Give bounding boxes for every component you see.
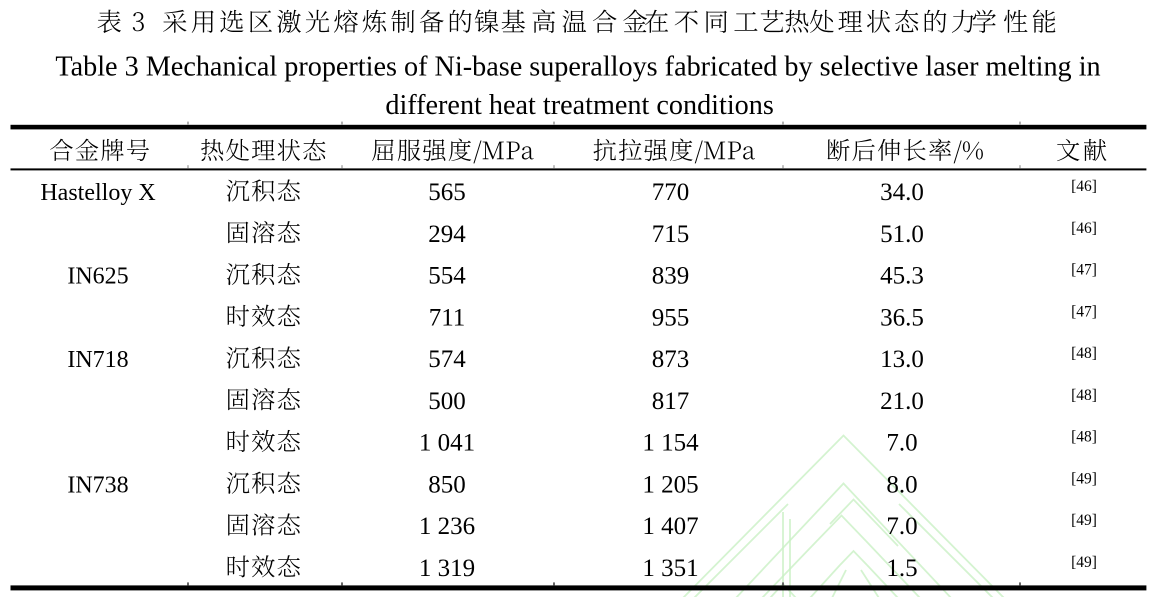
svg-text:500: 500 [428, 388, 466, 415]
svg-text:554: 554 [428, 263, 466, 290]
svg-text:Table 3 Mechanical properties: Table 3 Mechanical properties of Ni-base… [55, 52, 1100, 83]
svg-text:Hastelloy X: Hastelloy X [40, 180, 155, 206]
svg-text:[46]: [46] [1071, 178, 1097, 195]
svg-text:[49]: [49] [1071, 470, 1097, 487]
svg-text:7.0: 7.0 [886, 513, 917, 540]
svg-text:[48]: [48] [1071, 387, 1097, 404]
svg-text:839: 839 [652, 263, 690, 290]
svg-text:1.5: 1.5 [886, 555, 917, 582]
svg-text:1 236: 1 236 [419, 513, 475, 540]
svg-text:565: 565 [428, 179, 466, 206]
svg-text:IN738: IN738 [67, 472, 128, 498]
svg-text:[48]: [48] [1071, 429, 1097, 446]
svg-text:IN625: IN625 [67, 264, 128, 290]
svg-text:34.0: 34.0 [880, 179, 924, 206]
svg-text:574: 574 [428, 346, 466, 373]
svg-text:[49]: [49] [1071, 512, 1097, 529]
svg-text:1 154: 1 154 [642, 430, 699, 457]
svg-text:8.0: 8.0 [886, 471, 917, 498]
svg-text:1 205: 1 205 [642, 471, 698, 498]
svg-text:294: 294 [428, 221, 466, 248]
svg-text:1 319: 1 319 [419, 555, 475, 582]
svg-text:1 407: 1 407 [642, 513, 698, 540]
svg-text:[46]: [46] [1071, 220, 1097, 237]
svg-text:850: 850 [428, 471, 466, 498]
svg-text:IN718: IN718 [67, 347, 128, 373]
svg-text:[47]: [47] [1071, 303, 1097, 320]
svg-text:[48]: [48] [1071, 345, 1097, 362]
svg-text:770: 770 [652, 179, 690, 206]
svg-text:873: 873 [652, 346, 690, 373]
svg-text:[49]: [49] [1071, 554, 1097, 571]
svg-text:51.0: 51.0 [880, 221, 924, 248]
svg-text:45.3: 45.3 [880, 263, 924, 290]
svg-text:[47]: [47] [1071, 262, 1097, 279]
svg-text:13.0: 13.0 [880, 346, 924, 373]
svg-text:7.0: 7.0 [886, 430, 917, 457]
svg-text:817: 817 [652, 388, 690, 415]
svg-text:955: 955 [652, 304, 690, 331]
svg-text:21.0: 21.0 [880, 388, 924, 415]
svg-text:1 351: 1 351 [642, 555, 698, 582]
svg-text:711: 711 [429, 304, 466, 331]
svg-text:36.5: 36.5 [880, 304, 924, 331]
svg-text:715: 715 [652, 221, 690, 248]
svg-text:different heat treatment condi: different heat treatment conditions [385, 90, 774, 121]
svg-text:1 041: 1 041 [419, 430, 475, 457]
